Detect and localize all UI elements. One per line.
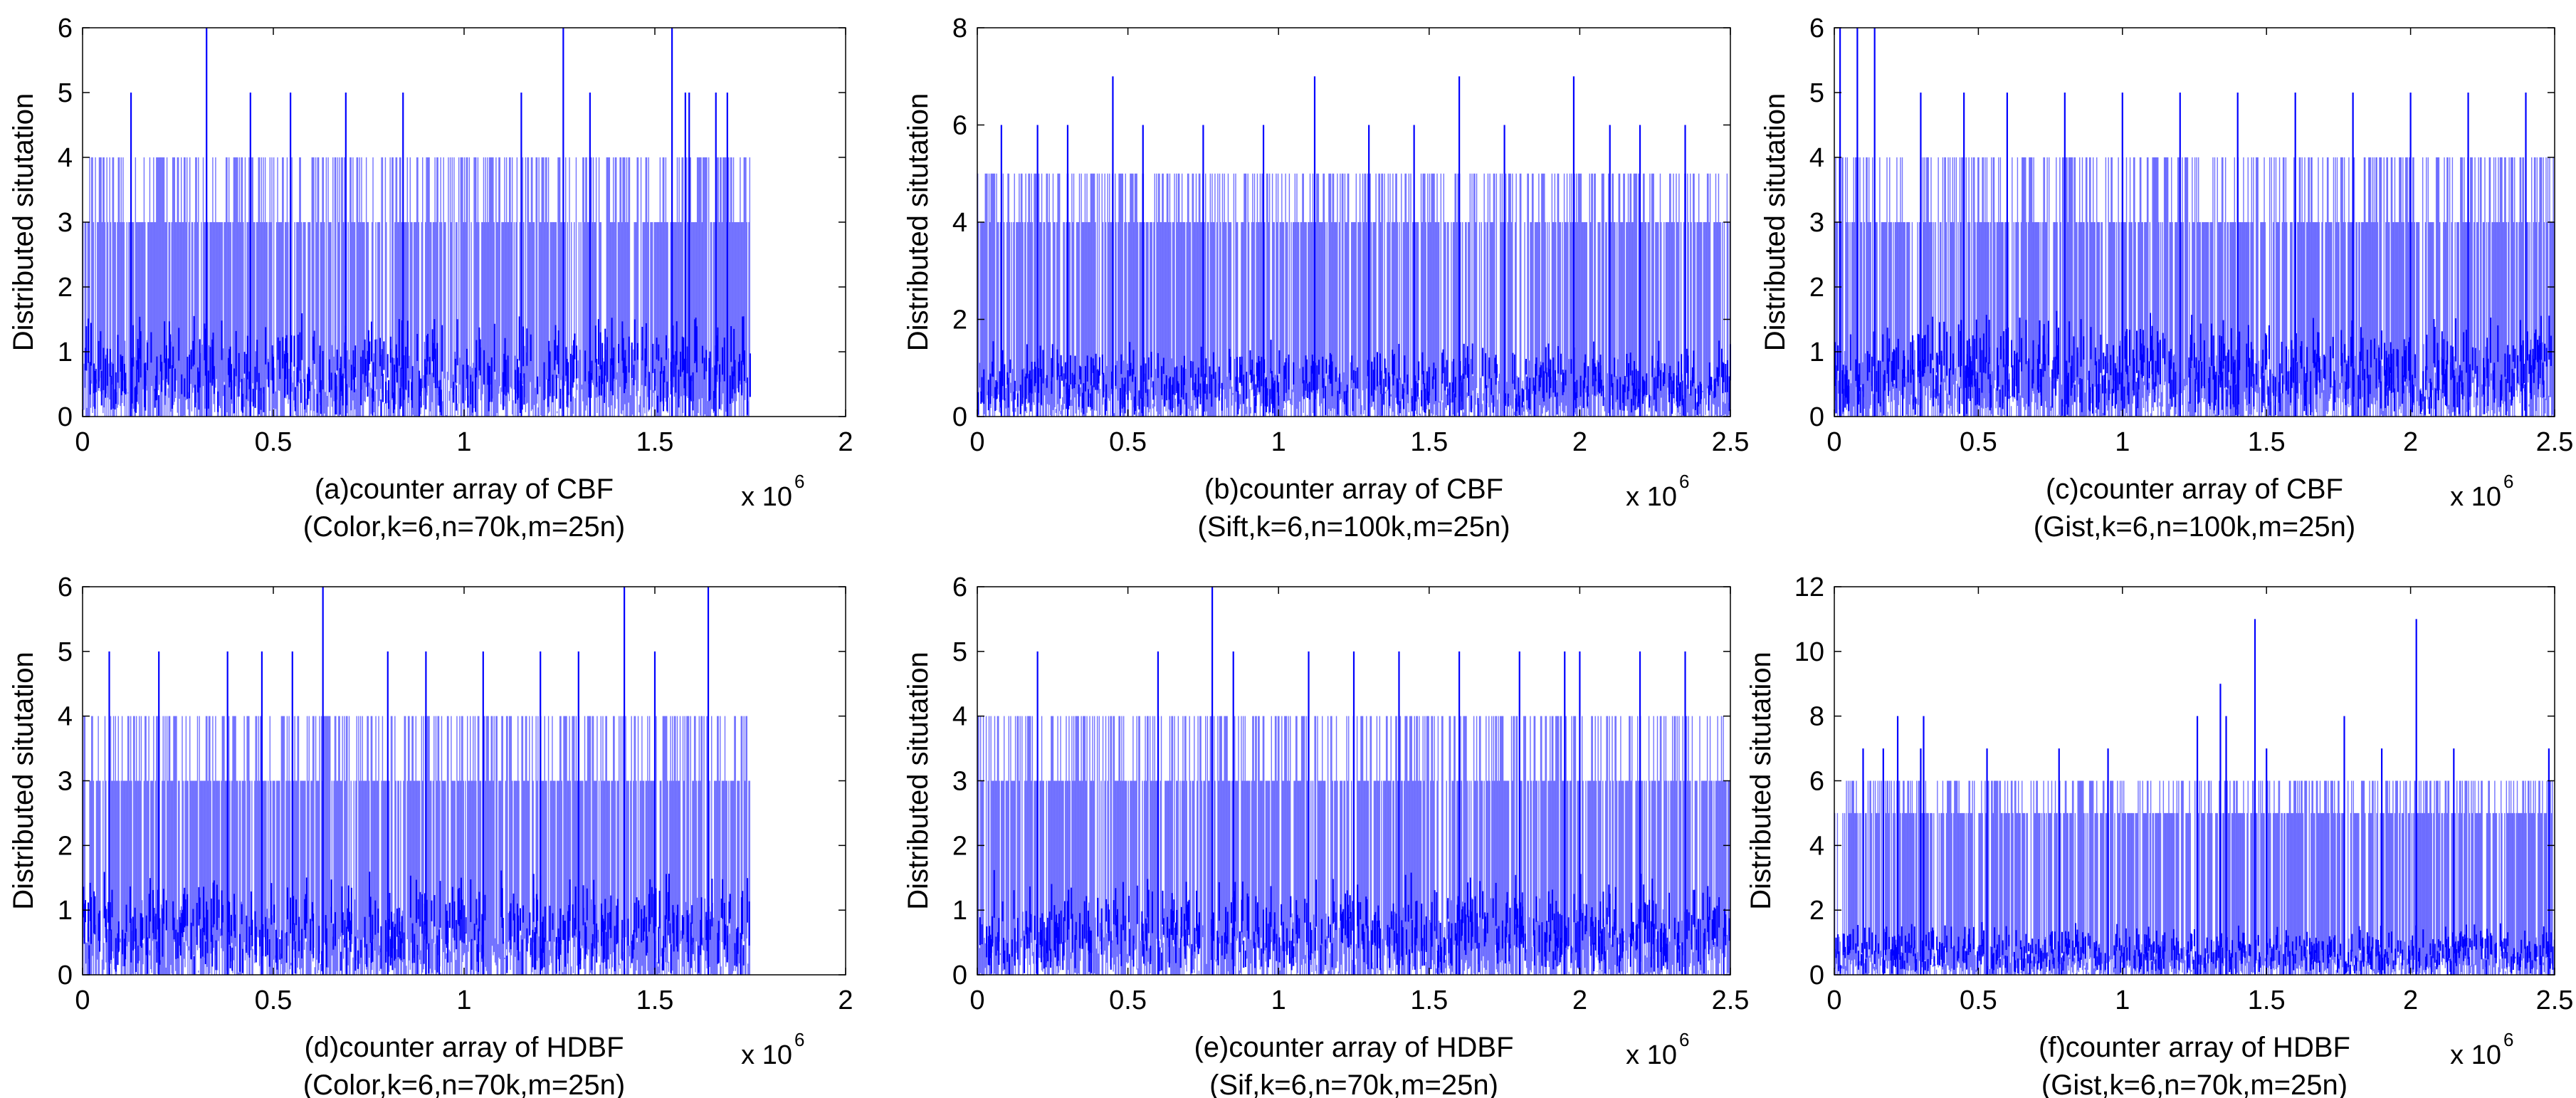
y-axis-label: Distributed situtation <box>8 652 39 909</box>
y-tick-label: 4 <box>58 702 73 732</box>
x-tick-label: 1 <box>456 427 471 457</box>
x-multiplier-exponent: 6 <box>794 1029 804 1050</box>
y-tick-label: 3 <box>58 767 73 797</box>
x-tick-label: 2.5 <box>2536 427 2574 457</box>
y-tick-label: 0 <box>58 961 73 990</box>
y-tick-label: 6 <box>58 14 73 43</box>
caption-line1: (d)counter array of HDBF <box>304 1032 624 1063</box>
x-multiplier-exponent: 6 <box>2503 471 2513 492</box>
y-tick-label: 5 <box>58 637 73 667</box>
x-tick-label: 0 <box>969 427 984 457</box>
y-tick-label: 1 <box>58 338 73 367</box>
subplot-a: 0 0.5 1 1.5 2 0 1 2 3 4 5 6 Distributed situtation (a… <box>8 14 853 543</box>
x-tick-label: 1.5 <box>636 427 674 457</box>
x-multiplier-exponent: 6 <box>794 471 804 492</box>
caption-line1: (b)counter array of CBF <box>1204 474 1503 505</box>
bars <box>82 28 751 417</box>
y-tick-label: 0 <box>1809 402 1824 432</box>
y-tick-label: 6 <box>1809 14 1824 43</box>
y-tick-label: 2 <box>952 305 967 335</box>
bars <box>977 587 1731 975</box>
y-tick-label: 5 <box>1809 78 1824 108</box>
y-axis-label: Distributed situtation <box>903 93 934 351</box>
y-tick-label: 6 <box>58 572 73 602</box>
bars <box>82 587 751 975</box>
y-tick-label: 0 <box>58 402 73 432</box>
y-tick-label: 2 <box>58 273 73 303</box>
x-tick-label: 2 <box>1572 427 1587 457</box>
x-tick-label: 1.5 <box>1410 427 1448 457</box>
x-tick-label: 0.5 <box>1960 427 1997 457</box>
y-tick-label: 1 <box>1809 338 1824 367</box>
x-tick-label: 0.5 <box>255 985 293 1015</box>
x-tick-label: 1.5 <box>2248 427 2286 457</box>
y-axis-label: Distributed situtation <box>8 93 39 351</box>
x-multiplier: x 10 <box>741 482 792 512</box>
subplot-d: 0 0.5 1 1.5 2 0 1 2 3 4 5 6 Distributed situtation (d… <box>8 572 853 1098</box>
subplot-c: 0 0.5 1 1.5 2 2.5 0 1 2 3 4 5 6 Distributed situtatio… <box>1760 14 2573 543</box>
y-tick-label: 4 <box>58 143 73 173</box>
y-tick-label: 3 <box>1809 208 1824 238</box>
subplot-b: 0 0.5 1 1.5 2 2.5 0 2 4 6 8 Distributed situtation (… <box>903 14 1749 543</box>
x-tick-label: 2 <box>838 427 853 457</box>
caption-line2: (Gist,k=6,n=100k,m=25n) <box>2034 511 2355 543</box>
bars <box>1834 28 2555 417</box>
x-tick-label: 0 <box>1826 427 1841 457</box>
caption-line2: (Sift,k=6,n=100k,m=25n) <box>1197 511 1510 543</box>
x-tick-label: 2 <box>838 985 853 1015</box>
y-tick-label: 2 <box>1809 273 1824 303</box>
y-tick-label: 2 <box>58 831 73 861</box>
x-multiplier: x 10 <box>1626 482 1677 512</box>
y-tick-label: 8 <box>952 14 967 43</box>
caption-line1: (a)counter array of CBF <box>315 474 614 505</box>
y-tick-label: 4 <box>1809 143 1824 173</box>
y-tick-label: 3 <box>58 208 73 238</box>
x-tick-label: 2.5 <box>1712 427 1750 457</box>
y-tick-label: 6 <box>952 111 967 141</box>
bars <box>977 76 1731 417</box>
x-multiplier: x 10 <box>741 1040 792 1070</box>
y-axis-label: Distributed situtation <box>1760 93 1791 351</box>
caption-line1: (c)counter array of CBF <box>2046 474 2343 505</box>
x-tick-label: 0.5 <box>1109 427 1147 457</box>
caption-line2: (Color,k=6,n=70k,m=25n) <box>303 511 625 543</box>
x-tick-label: 1.5 <box>636 985 674 1015</box>
x-tick-label: 0 <box>75 427 90 457</box>
x-tick-label: 0.5 <box>255 427 293 457</box>
y-tick-label: 1 <box>58 896 73 926</box>
x-tick-label: 1 <box>1271 427 1286 457</box>
x-tick-label: 1 <box>2115 427 2130 457</box>
x-tick-label: 0 <box>75 985 90 1015</box>
x-tick-label: 1 <box>456 985 471 1015</box>
caption-line2: (Color,k=6,n=70k,m=25n) <box>303 1070 625 1098</box>
y-tick-label: 0 <box>952 402 967 432</box>
x-multiplier: x 10 <box>2450 482 2501 512</box>
x-tick-label: 2 <box>2403 427 2418 457</box>
y-tick-label: 4 <box>952 208 967 238</box>
y-tick-label: 5 <box>58 78 73 108</box>
x-multiplier-exponent: 6 <box>1679 471 1689 492</box>
